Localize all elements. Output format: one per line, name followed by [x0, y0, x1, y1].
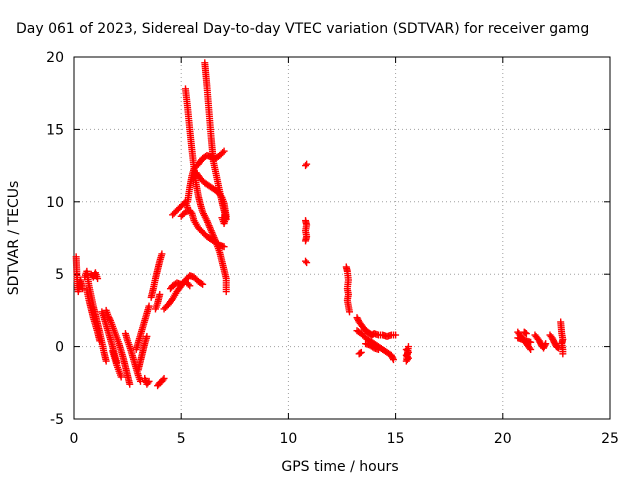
y-tick-label: 10 [46, 195, 64, 211]
chart-title: Day 061 of 2023, Sidereal Day-to-day VTE… [16, 21, 589, 37]
data-point [541, 341, 549, 349]
data-point [126, 380, 134, 388]
y-tick-label: 15 [46, 122, 64, 138]
data-point [559, 350, 567, 358]
data-point [156, 290, 164, 298]
data-point [220, 243, 228, 251]
data-point [197, 279, 205, 287]
data-point [526, 344, 534, 352]
data-point [527, 338, 535, 346]
data-point [220, 147, 228, 155]
x-tick-label: 20 [494, 431, 512, 447]
data-point [145, 377, 153, 385]
data-point [303, 160, 311, 168]
data-point [356, 349, 364, 357]
data-point [143, 332, 151, 340]
data-point [102, 357, 110, 365]
data-point [302, 257, 310, 265]
data-point [527, 345, 535, 353]
plot-frame [73, 56, 611, 420]
data-point [79, 285, 87, 293]
data-point [374, 345, 382, 353]
axis-ticks: 0 5 10 15 20 25 -5 0 5 10 15 20 [46, 50, 619, 447]
grid [73, 56, 611, 420]
data-point [389, 356, 397, 364]
data-point [106, 315, 114, 323]
data-point [96, 337, 104, 345]
data-point [160, 374, 168, 382]
data-points [72, 59, 567, 390]
data-point [357, 348, 365, 356]
data-point [136, 377, 144, 385]
data-point [184, 280, 192, 288]
data-point [222, 288, 230, 296]
data-point [404, 343, 412, 351]
data-point [159, 376, 167, 384]
data-point [145, 302, 153, 310]
y-tick-label: 5 [55, 267, 64, 283]
x-tick-label: 10 [279, 431, 297, 447]
data-point [521, 329, 529, 337]
data-point [117, 373, 125, 381]
data-point [219, 149, 227, 157]
x-axis-label: GPS time / hours [281, 459, 398, 475]
data-point [94, 275, 102, 283]
data-point [199, 280, 207, 288]
y-axis-label: SDTVAR / TECUs [6, 181, 22, 296]
x-tick-label: 0 [70, 431, 79, 447]
data-point [144, 379, 152, 387]
data-point [389, 354, 397, 362]
data-point [346, 308, 354, 316]
data-point [187, 208, 195, 216]
data-point [303, 259, 311, 267]
data-point [186, 282, 194, 290]
data-point [302, 237, 310, 245]
data-point [542, 340, 550, 348]
x-tick-label: 5 [177, 431, 186, 447]
data-point [158, 250, 166, 258]
data-point [522, 330, 530, 338]
plot-border [73, 56, 611, 420]
data-point [392, 331, 400, 339]
data-point [302, 162, 310, 170]
y-tick-label: 20 [46, 50, 64, 66]
y-tick-label: -5 [50, 412, 64, 428]
x-tick-label: 25 [601, 431, 619, 447]
x-tick-label: 15 [387, 431, 405, 447]
data-point [222, 215, 230, 223]
y-tick-label: 0 [55, 340, 64, 356]
